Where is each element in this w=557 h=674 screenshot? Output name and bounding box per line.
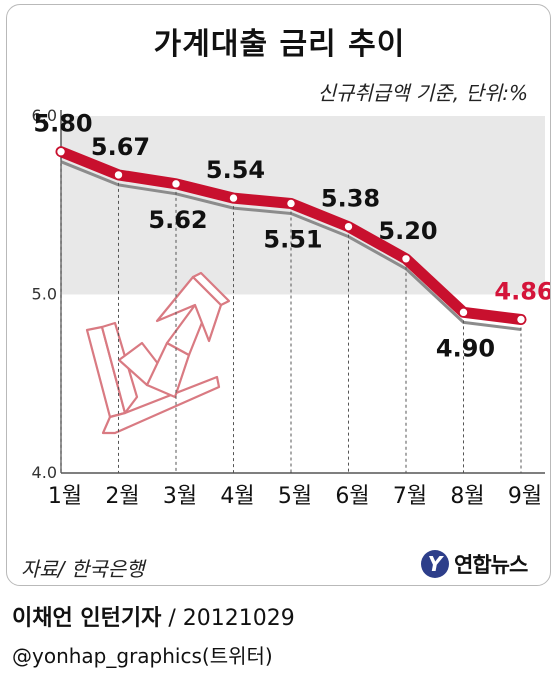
x-tick-label: 1월	[48, 484, 82, 509]
data-point	[401, 254, 411, 264]
data-label: 4.86	[494, 277, 551, 305]
x-tick-label: 8월	[450, 484, 484, 509]
x-tick-label: 5월	[278, 484, 312, 509]
x-tick-label: 9월	[508, 484, 542, 509]
arrow-shape-part	[100, 321, 139, 415]
yonhap-logo: Y 연합뉴스	[421, 549, 528, 579]
x-tick-label: 3월	[163, 484, 197, 509]
y-tick-label: 5.0	[32, 285, 57, 304]
data-label: 5.20	[378, 217, 437, 245]
data-point	[458, 307, 469, 318]
y-tick-label: 4.0	[32, 463, 57, 482]
arrow-shape-part	[191, 271, 231, 307]
publish-date: / 20121029	[161, 606, 295, 631]
x-tick-label: 7월	[393, 484, 427, 509]
data-label: 5.54	[206, 156, 265, 184]
data-point	[343, 221, 354, 232]
data-label: 4.90	[436, 334, 495, 362]
x-tick-label: 2월	[105, 484, 139, 509]
yonhap-logo-text: 연합뉴스	[454, 553, 528, 577]
data-point	[171, 179, 181, 189]
rising-arrow-illustration	[85, 271, 231, 435]
chart-title: 가계대출 금리 추이	[153, 27, 406, 62]
reporter-name: 이채언 인턴기자	[12, 606, 162, 631]
chart-subtitle: 신규취급액 기준, 단위:%	[317, 81, 528, 105]
data-point	[56, 147, 66, 157]
chart-card: 가계대출 금리 추이 신규취급액 기준, 단위:% 6.0 5.0 4.0 5.80 5…	[6, 4, 551, 586]
data-label: 5.38	[321, 185, 380, 213]
data-point	[228, 193, 239, 203]
x-tick-label: 4월	[220, 484, 254, 509]
data-point	[516, 314, 526, 325]
credit-line: 이채언 인턴기자 / 20121029	[12, 600, 295, 632]
data-point	[113, 170, 124, 180]
data-label: 5.62	[148, 206, 207, 234]
data-label: 5.80	[33, 110, 92, 138]
x-tick-label: 6월	[335, 484, 369, 509]
data-label: 5.67	[91, 133, 150, 161]
yonhap-logo-icon: Y	[421, 550, 449, 578]
data-point	[286, 198, 296, 209]
line-chart: 6.0 5.0 4.0 5.805.67 5.62 5.54 5.51 5.38 5.20 4.9…	[32, 106, 551, 509]
data-label: 5.51	[263, 225, 322, 253]
arrow-shape-part	[155, 275, 223, 343]
source-note: 자료/ 한국은행	[21, 557, 145, 581]
twitter-handle: @yonhap_graphics(트위터)	[12, 644, 273, 668]
y-tick-label: 6.0	[32, 106, 57, 125]
